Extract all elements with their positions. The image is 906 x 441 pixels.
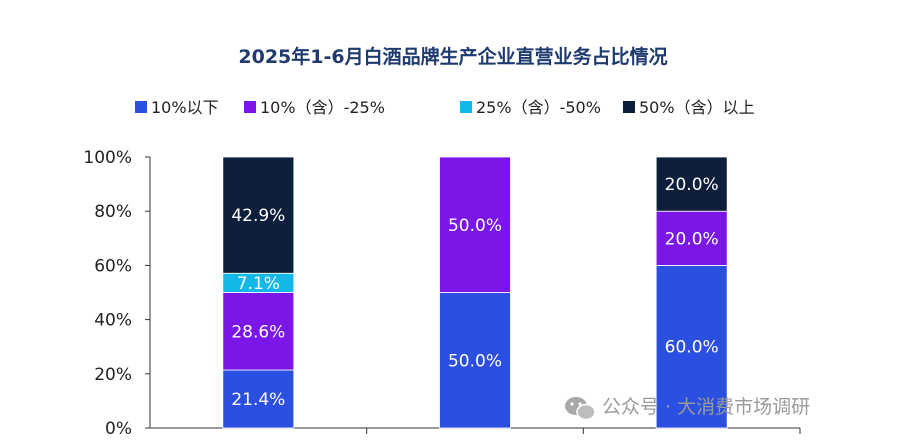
data-label: 7.1% <box>237 274 280 294</box>
data-label: 20.0% <box>665 175 719 195</box>
legend-item: 50%（含）以上 <box>623 98 755 117</box>
y-tick-label: 40% <box>94 311 132 331</box>
data-label: 42.9% <box>231 206 285 226</box>
y-tick-label: 60% <box>94 256 132 276</box>
y-tick-label: 20% <box>94 365 132 385</box>
legend-label: 10%以下 <box>151 98 219 117</box>
legend: 10%以下 10%（含）-25% 25%（含）-50% 50%（含）以上 <box>135 98 755 117</box>
bar-segment <box>222 292 295 371</box>
chart-title: 2025年1-6月白酒品牌生产企业直营业务占比情况 <box>238 45 667 68</box>
data-label: 50.0% <box>448 351 502 371</box>
y-tick-label: 80% <box>94 202 132 222</box>
legend-item: 10%（含）-25% <box>244 98 385 117</box>
y-tick-label: 100% <box>83 148 132 168</box>
wechat-icon <box>565 397 596 421</box>
bar-segment <box>655 210 728 266</box>
legend-swatch <box>135 101 147 113</box>
data-label: 60.0% <box>665 338 719 358</box>
bar-stack: 21.4% 28.6% 7.1% 42.9% <box>222 156 295 429</box>
data-label: 20.0% <box>665 229 719 249</box>
bar-segment <box>222 156 295 274</box>
data-label: 21.4% <box>231 390 285 410</box>
bars: 21.4% 28.6% 7.1% 42.9% 50.0% 50.0% 60.0% 20.0% 2… <box>222 156 728 429</box>
watermark-text: 公众号 · 大消费市场调研 <box>602 396 810 418</box>
bar-segment <box>439 292 511 429</box>
watermark: 公众号 · 大消费市场调研 <box>565 396 810 421</box>
bar-segment <box>655 264 728 429</box>
bar-segment <box>439 156 511 293</box>
legend-label: 10%（含）-25% <box>260 98 385 117</box>
legend-item: 25%（含）-50% <box>460 98 601 117</box>
legend-swatch <box>460 101 472 113</box>
bar-stack: 60.0% 20.0% 20.0% <box>655 156 728 429</box>
legend-swatch <box>623 101 635 113</box>
bar-segment <box>655 156 728 212</box>
legend-swatch <box>244 101 256 113</box>
data-label: 50.0% <box>448 216 502 236</box>
legend-label: 50%（含）以上 <box>639 98 755 117</box>
data-label: 28.6% <box>231 322 285 342</box>
bar-segment <box>222 369 295 429</box>
y-tick-label: 0% <box>105 419 132 439</box>
legend-item: 10%以下 <box>135 98 219 117</box>
bar-stack: 50.0% 50.0% <box>439 156 511 429</box>
legend-label: 25%（含）-50% <box>476 98 601 117</box>
